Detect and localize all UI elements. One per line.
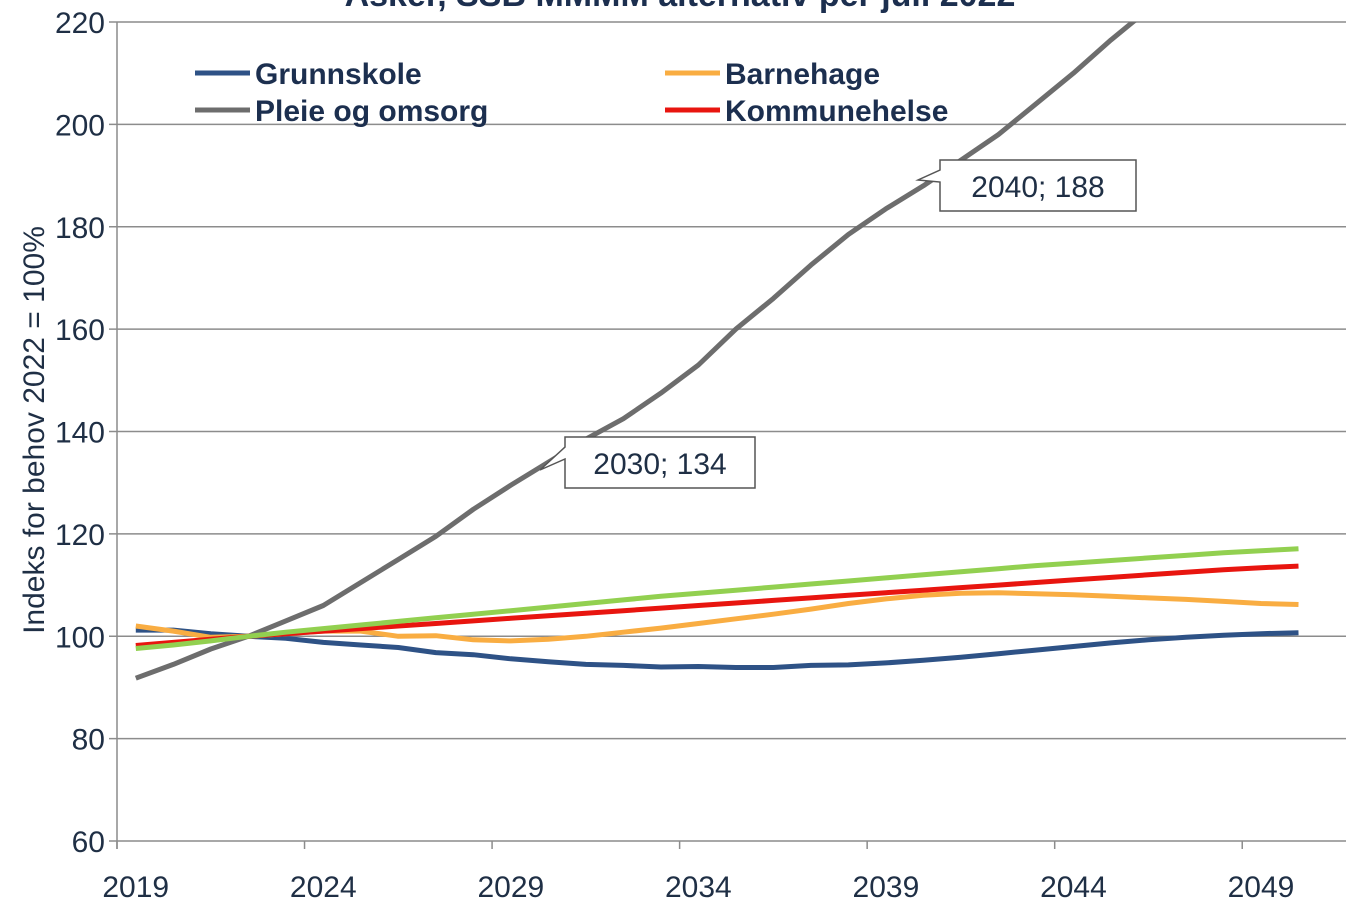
callout-box xyxy=(915,159,1137,212)
y-tick-label: 60 xyxy=(72,826,105,859)
y-axis-label: Indeks for behov 2022 = 100% xyxy=(18,226,51,634)
y-tick-label: 220 xyxy=(55,7,105,40)
y-tick-label: 180 xyxy=(55,212,105,245)
series-line xyxy=(135,627,1299,670)
annotation: 2040; 188 xyxy=(971,171,1104,204)
plot-area xyxy=(134,22,1299,681)
grid: 60 80 100 120 140 160 180 200 220 2019 2024 2029 203… xyxy=(55,7,1346,901)
legend-label: Grunnskole xyxy=(255,58,422,91)
legend-label: Pleie og omsorg xyxy=(255,95,488,128)
series-line xyxy=(134,22,1137,681)
legend-label: Kommunehelse xyxy=(725,95,948,128)
x-tick-label: 2019 xyxy=(102,871,169,901)
y-tick-label: 140 xyxy=(55,417,105,450)
x-tick-label: 2049 xyxy=(1228,871,1295,901)
x-tick-label: 2029 xyxy=(477,871,544,901)
chart-title: Asker, SSB MMMM alternativ per juli 2022 xyxy=(345,0,1016,14)
y-tick-label: 160 xyxy=(55,314,105,347)
y-tick-label: 100 xyxy=(55,621,105,654)
x-tick-label: 2039 xyxy=(853,871,920,901)
y-tick-label: 120 xyxy=(55,519,105,552)
y-tick-label: 80 xyxy=(72,724,105,757)
x-tick-label: 2044 xyxy=(1040,871,1107,901)
overlay: Grunnskole Barnehage Pleie og omsorg Kommun… xyxy=(195,58,1137,489)
series-line xyxy=(135,546,1299,651)
annotation: 2030; 134 xyxy=(593,448,726,481)
x-tick-label: 2024 xyxy=(290,871,357,901)
callout-box xyxy=(539,436,756,489)
y-tick-label: 200 xyxy=(55,109,105,142)
series-line xyxy=(135,563,1299,648)
x-tick-label: 2034 xyxy=(665,871,732,901)
legend-label: Barnehage xyxy=(725,58,880,91)
